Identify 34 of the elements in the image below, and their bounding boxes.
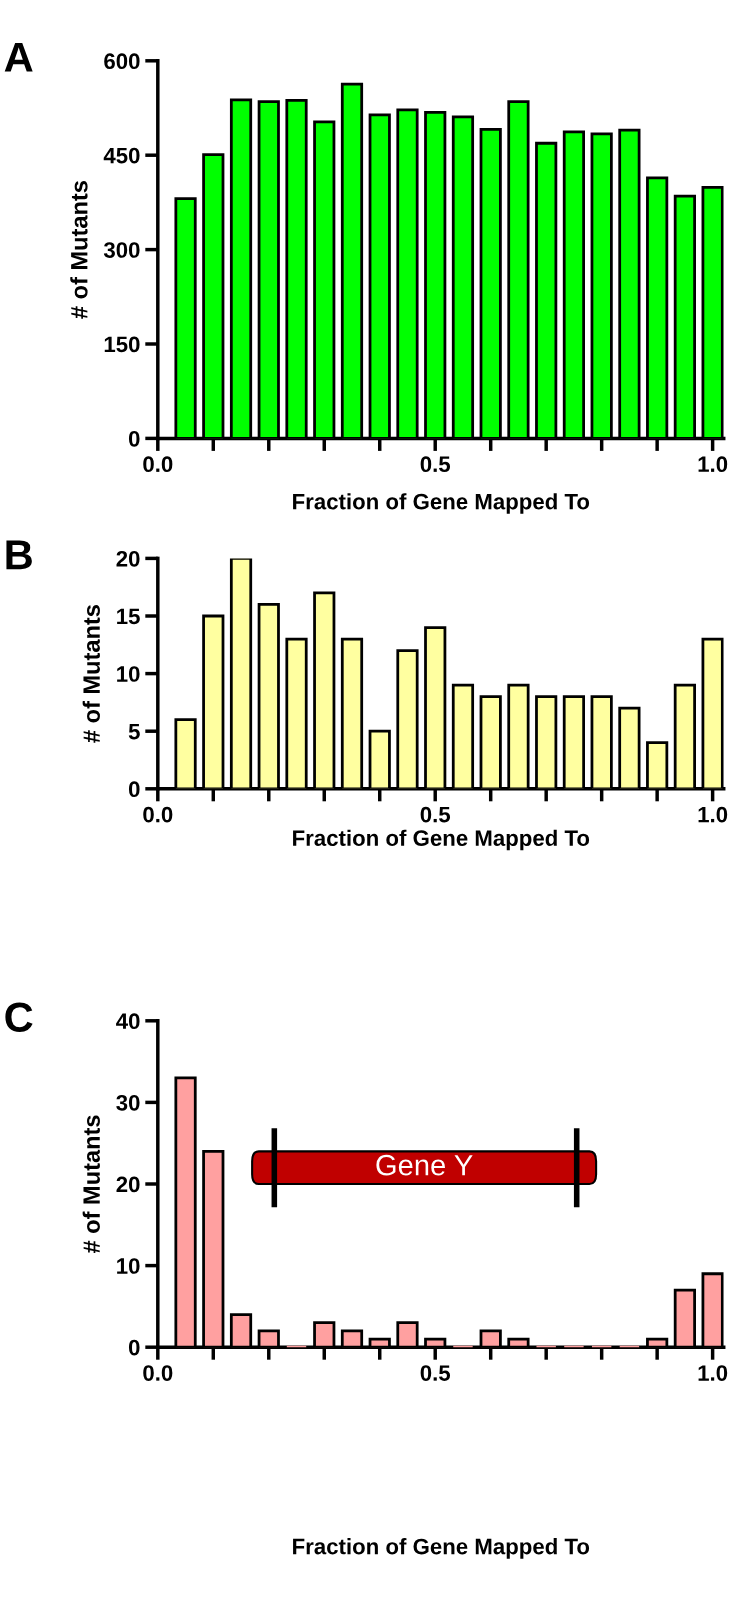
y-tick-label: 10: [117, 1258, 140, 1274]
chart-title: C: [5, 1002, 33, 1032]
y-tick-label: 15: [117, 608, 140, 625]
y-axis-title: # of Mutants: [82, 605, 100, 743]
x-tick-label: 0.0: [143, 1365, 173, 1381]
y-tick-label: 0: [128, 781, 140, 798]
y-tick-label: 0: [128, 1339, 140, 1356]
annotation: Gene Y: [376, 1154, 473, 1176]
chart-title: A: [4, 42, 33, 72]
x-axis-title: Fraction of Gene Mapped To: [293, 493, 590, 514]
y-tick-label: 450: [103, 147, 140, 164]
y-tick-label: 20: [116, 550, 140, 567]
x-axis-title: Fraction of Gene Mapped To: [293, 829, 590, 851]
y-axis-title: # of Mutants: [70, 181, 88, 319]
x-tick-label: 0.5: [420, 456, 451, 473]
y-tick-label: 10: [117, 666, 140, 682]
y-tick-label: 600: [104, 53, 140, 70]
chart-title: B: [6, 540, 32, 570]
x-tick-label: 0.0: [143, 806, 173, 823]
x-tick-label: 1.0: [698, 456, 728, 473]
y-tick-label: 40: [116, 1013, 140, 1030]
y-tick-label: 5: [128, 723, 140, 740]
x-tick-label: 0.5: [420, 806, 451, 823]
y-axis-title: # of Mutants: [82, 1115, 100, 1254]
y-tick-label: 150: [104, 336, 140, 353]
x-tick-label: 0.5: [420, 1365, 451, 1381]
y-tick-label: 300: [103, 242, 140, 258]
x-tick-label: 1.0: [698, 806, 728, 823]
y-tick-label: 30: [116, 1094, 140, 1111]
x-tick-label: 1.0: [698, 1365, 728, 1381]
y-tick-label: 0: [128, 430, 140, 447]
y-tick-label: 20: [116, 1176, 140, 1193]
x-tick-label: 0.0: [143, 456, 173, 473]
x-axis-title: Fraction of Gene Mapped To: [293, 1538, 590, 1559]
